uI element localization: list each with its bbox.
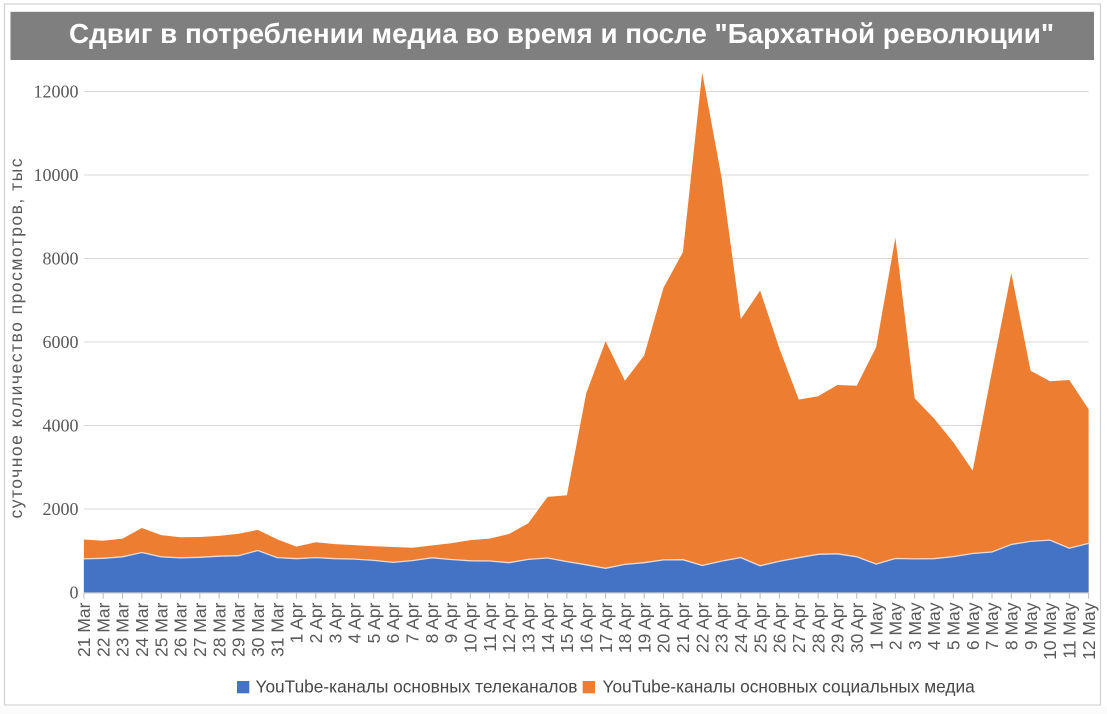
svg-text:2000: 2000	[43, 499, 79, 519]
svg-text:15 Apr: 15 Apr	[557, 602, 577, 653]
svg-text:28 Mar: 28 Mar	[209, 602, 229, 657]
svg-text:21 Mar: 21 Mar	[74, 602, 94, 657]
svg-text:21 Apr: 21 Apr	[673, 602, 693, 653]
svg-text:10 Apr: 10 Apr	[461, 602, 481, 653]
svg-text:30 Mar: 30 Mar	[248, 602, 268, 657]
svg-text:1 May: 1 May	[866, 602, 886, 650]
svg-text:26 Mar: 26 Mar	[171, 602, 191, 657]
svg-text:Сдвиг в потреблении медиа во в: Сдвиг в потреблении медиа во время и пос…	[69, 18, 1054, 49]
svg-text:0: 0	[70, 583, 79, 603]
svg-text:12 May: 12 May	[1079, 602, 1099, 660]
svg-text:25 Mar: 25 Mar	[151, 602, 171, 657]
svg-text:24 Mar: 24 Mar	[132, 602, 152, 657]
svg-text:12000: 12000	[34, 82, 79, 102]
svg-text:29 Apr: 29 Apr	[828, 602, 848, 653]
svg-text:4 Apr: 4 Apr	[345, 602, 365, 643]
svg-text:22 Apr: 22 Apr	[692, 602, 712, 653]
svg-text:30 Apr: 30 Apr	[847, 602, 867, 653]
svg-text:11 May: 11 May	[1060, 602, 1080, 658]
svg-text:24 Apr: 24 Apr	[731, 602, 751, 653]
svg-text:16 Apr: 16 Apr	[576, 602, 596, 653]
svg-text:23 Apr: 23 Apr	[712, 602, 732, 653]
svg-text:25 Apr: 25 Apr	[750, 602, 770, 653]
svg-text:6 May: 6 May	[963, 602, 983, 650]
svg-text:7 May: 7 May	[982, 602, 1002, 650]
svg-text:13 Apr: 13 Apr	[519, 602, 539, 653]
svg-text:27 Apr: 27 Apr	[789, 602, 809, 653]
svg-text:12 Apr: 12 Apr	[499, 602, 519, 653]
svg-text:6 Apr: 6 Apr	[383, 602, 403, 643]
svg-text:10 May: 10 May	[1040, 602, 1060, 660]
svg-text:9 Apr: 9 Apr	[441, 602, 461, 643]
svg-text:5 May: 5 May	[944, 602, 964, 650]
svg-text:26 Apr: 26 Apr	[770, 602, 790, 653]
svg-text:10000: 10000	[34, 165, 79, 185]
svg-text:11 Apr: 11 Apr	[480, 602, 500, 651]
svg-text:4000: 4000	[43, 416, 79, 436]
svg-text:3 Apr: 3 Apr	[325, 602, 345, 643]
svg-text:YouTube-каналы основных телека: YouTube-каналы основных телеканалов	[256, 677, 578, 697]
svg-text:22 Mar: 22 Mar	[93, 602, 113, 657]
svg-text:8000: 8000	[43, 249, 79, 269]
svg-text:суточное количество просмотров: суточное количество просмотров, тыс	[6, 158, 26, 518]
svg-text:2 Apr: 2 Apr	[306, 602, 326, 643]
svg-text:23 Mar: 23 Mar	[113, 602, 133, 657]
svg-text:7 Apr: 7 Apr	[403, 602, 423, 643]
svg-text:3 May: 3 May	[905, 602, 925, 650]
svg-text:18 Apr: 18 Apr	[615, 602, 635, 653]
svg-text:19 Apr: 19 Apr	[634, 602, 654, 653]
svg-text:6000: 6000	[43, 332, 79, 352]
svg-text:8 May: 8 May	[1002, 602, 1022, 650]
svg-text:1 Apr: 1 Apr	[287, 602, 307, 643]
svg-text:2 May: 2 May	[886, 602, 906, 650]
svg-text:28 Apr: 28 Apr	[808, 602, 828, 653]
svg-text:4 May: 4 May	[924, 602, 944, 650]
svg-text:17 Apr: 17 Apr	[596, 602, 616, 653]
svg-text:20 Apr: 20 Apr	[654, 602, 674, 653]
svg-text:9 May: 9 May	[1021, 602, 1041, 650]
svg-text:14 Apr: 14 Apr	[538, 602, 558, 653]
svg-text:29 Mar: 29 Mar	[229, 602, 249, 657]
svg-text:31 Mar: 31 Mar	[267, 602, 287, 657]
svg-text:8 Apr: 8 Apr	[422, 602, 442, 643]
svg-text:5 Apr: 5 Apr	[364, 602, 384, 643]
svg-text:YouTube-каналы основных социал: YouTube-каналы основных социальных медиа	[603, 677, 976, 697]
svg-text:27 Mar: 27 Mar	[190, 602, 210, 657]
